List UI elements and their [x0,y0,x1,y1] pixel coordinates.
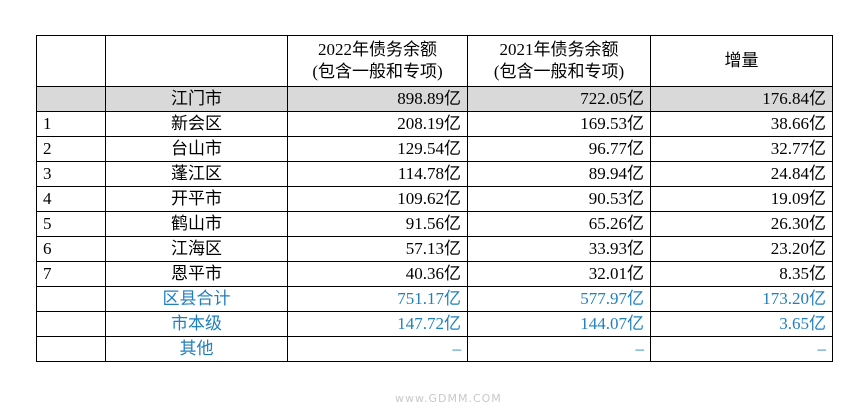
cell: 其他 [105,336,288,362]
cell: 开平市 [105,186,288,212]
data-row: 6 江海区 57.13亿 33.93亿 23.20亿 [36,236,833,262]
cell: 91.56亿 [287,211,468,237]
cell: 2 [36,136,106,162]
cell: 144.07亿 [467,311,651,337]
header-cell: 增量 [650,35,833,87]
cell: 19.09亿 [650,186,833,212]
cell: 新会区 [105,111,288,137]
cell: 台山市 [105,136,288,162]
cell: 90.53亿 [467,186,651,212]
cell: 173.20亿 [650,286,833,312]
header-cell: 2022年债务余额 (包含一般和专项) [287,35,468,87]
cell: 208.19亿 [287,111,468,137]
cell: 鹤山市 [105,211,288,237]
cell [36,311,106,337]
data-row: 其他 – – – [36,336,833,362]
data-row: 2 台山市 129.54亿 96.77亿 32.77亿 [36,136,833,162]
data-row: 4 开平市 109.62亿 90.53亿 19.09亿 [36,186,833,212]
cell: 蓬江区 [105,161,288,187]
cell [36,86,106,112]
cell [36,286,106,312]
data-row: 江门市 898.89亿 722.05亿 176.84亿 [36,86,833,112]
cell: 114.78亿 [287,161,468,187]
cell: 32.01亿 [467,261,651,287]
cell: 129.54亿 [287,136,468,162]
cell: 147.72亿 [287,311,468,337]
data-row: 1 新会区 208.19亿 169.53亿 38.66亿 [36,111,833,137]
cell: 89.94亿 [467,161,651,187]
cell: 898.89亿 [287,86,468,112]
header-row: 2022年债务余额 (包含一般和专项) 2021年债务余额 (包含一般和专项) 增量 [36,35,833,87]
watermark: www.GDMM.COM [395,392,502,405]
cell: 96.77亿 [467,136,651,162]
header-cell [36,35,106,87]
cell: 江海区 [105,236,288,262]
cell: 5 [36,211,106,237]
cell: 65.26亿 [467,211,651,237]
cell: 26.30亿 [650,211,833,237]
cell: 169.53亿 [467,111,651,137]
cell [36,336,106,362]
debt-table: 2022年债务余额 (包含一般和专项) 2021年债务余额 (包含一般和专项) 增量江门… [36,35,833,362]
data-row: 5 鹤山市 91.56亿 65.26亿 26.30亿 [36,211,833,237]
cell: 7 [36,261,106,287]
cell: 23.20亿 [650,236,833,262]
data-row: 区县合计 751.17亿 577.97亿 173.20亿 [36,286,833,312]
cell: 市本级 [105,311,288,337]
header-line: 2022年债务余额 [318,40,437,59]
cell: 区县合计 [105,286,288,312]
data-row: 3 蓬江区 114.78亿 89.94亿 24.84亿 [36,161,833,187]
header-line: 2021年债务余额 [499,40,619,59]
cell: 24.84亿 [650,161,833,187]
header-line: 增量 [724,51,759,70]
header-cell [105,35,288,87]
data-row: 市本级 147.72亿 144.07亿 3.65亿 [36,311,833,337]
header-line: (包含一般和专项) [493,62,625,81]
header-cell: 2021年债务余额 (包含一般和专项) [467,35,651,87]
cell: 恩平市 [105,261,288,287]
cell: 4 [36,186,106,212]
cell: – [650,336,833,362]
cell: 1 [36,111,106,137]
cell: 109.62亿 [287,186,468,212]
cell: 176.84亿 [650,86,833,112]
cell: 40.36亿 [287,261,468,287]
cell: 6 [36,236,106,262]
cell: – [287,336,468,362]
cell: 江门市 [105,86,288,112]
cell: 32.77亿 [650,136,833,162]
cell: 33.93亿 [467,236,651,262]
data-row: 7 恩平市 40.36亿 32.01亿 8.35亿 [36,261,833,287]
cell: 8.35亿 [650,261,833,287]
cell: 38.66亿 [650,111,833,137]
cell: 577.97亿 [467,286,651,312]
cell: 722.05亿 [467,86,651,112]
cell: 57.13亿 [287,236,468,262]
cell: 3 [36,161,106,187]
cell: 3.65亿 [650,311,833,337]
header-line: (包含一般和专项) [312,62,443,81]
cell: 751.17亿 [287,286,468,312]
cell: – [467,336,651,362]
